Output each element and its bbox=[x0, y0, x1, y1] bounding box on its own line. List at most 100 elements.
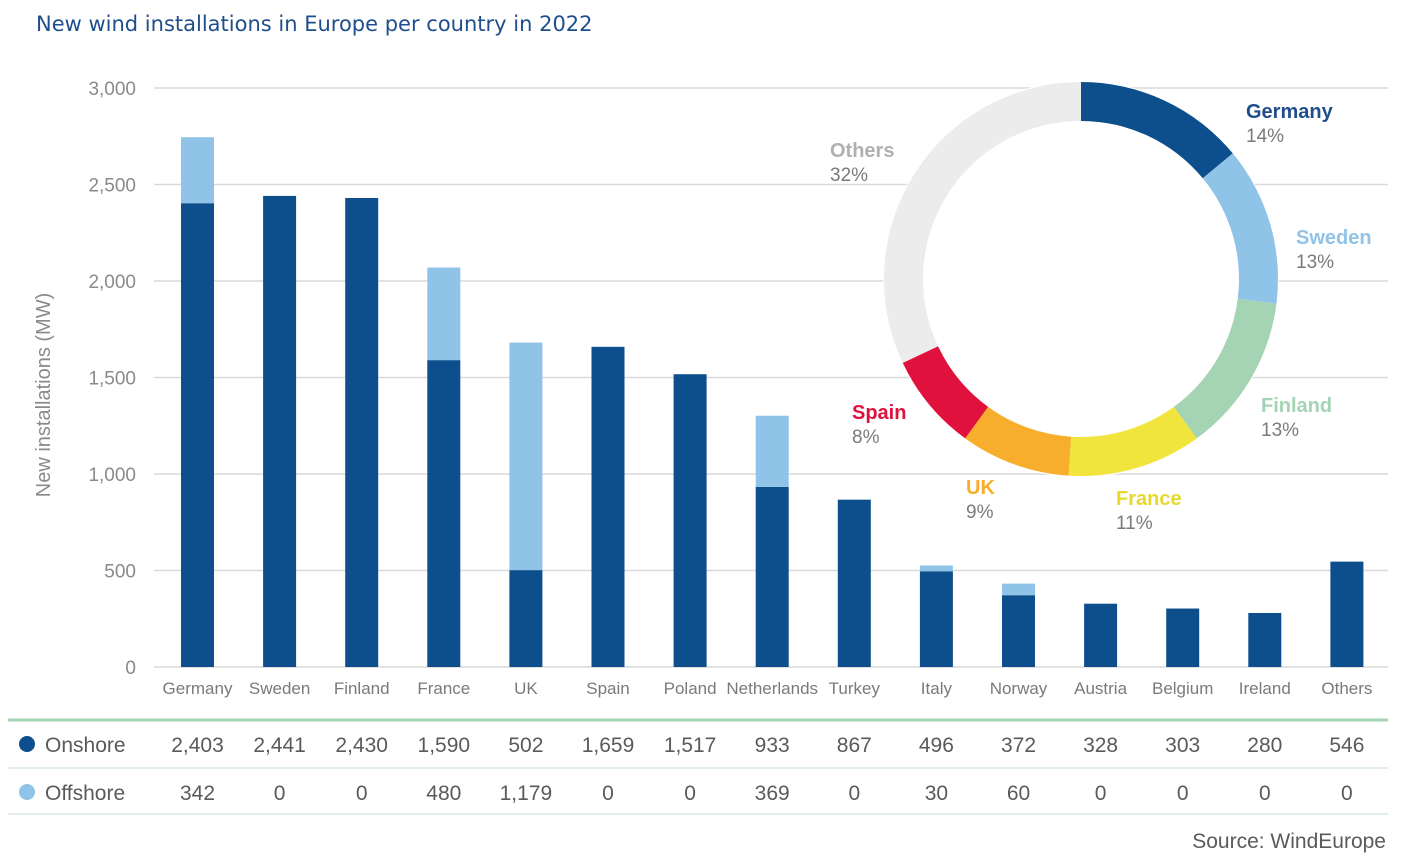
donut-slice-germany bbox=[1081, 81, 1233, 179]
bar-onshore-turkey bbox=[837, 499, 871, 667]
donut-pct-others: 32% bbox=[830, 165, 868, 186]
bar-offshore-norway bbox=[1002, 583, 1035, 596]
donut-label-finland: Finland bbox=[1261, 395, 1332, 417]
donut-pct-sweden: 13% bbox=[1296, 252, 1334, 273]
donut-label-sweden: Sweden bbox=[1296, 227, 1372, 249]
donut-label-others: Others bbox=[830, 140, 894, 162]
table-cell: 0 bbox=[848, 782, 860, 805]
bar-onshore-france bbox=[427, 360, 461, 667]
donut-pct-germany: 14% bbox=[1246, 126, 1284, 147]
bar-offshore-france bbox=[427, 267, 461, 361]
table-cell: 0 bbox=[684, 782, 696, 805]
donut-slice-others bbox=[883, 82, 1081, 363]
table-cell: 1,179 bbox=[500, 782, 553, 805]
x-tick-label: Belgium bbox=[1152, 679, 1213, 698]
source-note: Source: WindEurope bbox=[1192, 830, 1386, 853]
table-cell: 30 bbox=[925, 782, 948, 805]
donut-slice-uk bbox=[965, 406, 1072, 476]
donut-label-france: France bbox=[1116, 488, 1182, 510]
y-tick-label: 1,500 bbox=[88, 369, 136, 390]
table-cell: 303 bbox=[1165, 734, 1200, 757]
table-cell: 0 bbox=[602, 782, 614, 805]
table-cell: 280 bbox=[1247, 734, 1282, 757]
chart-title: New wind installations in Europe per cou… bbox=[36, 12, 593, 36]
y-tick-label: 500 bbox=[104, 562, 136, 583]
x-tick-label: Ireland bbox=[1239, 679, 1291, 698]
table-cell: 2,430 bbox=[335, 734, 388, 757]
table-cell: 867 bbox=[837, 734, 872, 757]
y-tick-label: 2,500 bbox=[88, 176, 136, 197]
donut-slice-finland bbox=[1173, 298, 1277, 439]
y-tick-label: 2,000 bbox=[88, 272, 136, 293]
bar-onshore-netherlands bbox=[755, 486, 789, 667]
table-cell: 546 bbox=[1329, 734, 1364, 757]
bar-offshore-germany bbox=[181, 137, 214, 204]
table-cell: 60 bbox=[1007, 782, 1030, 805]
x-tick-label: Germany bbox=[163, 679, 233, 698]
y-tick-label: 3,000 bbox=[88, 79, 136, 100]
x-tick-label: Poland bbox=[664, 679, 717, 698]
y-axis-label: New installations (MW) bbox=[33, 293, 55, 497]
table-cell: 0 bbox=[1259, 782, 1271, 805]
donut-pct-france: 11% bbox=[1116, 513, 1153, 534]
bar-offshore-uk bbox=[509, 342, 543, 571]
y-tick-label: 1,000 bbox=[88, 465, 136, 486]
donut-pct-finland: 13% bbox=[1261, 420, 1299, 441]
table-cell: 0 bbox=[356, 782, 368, 805]
legend-label-offshore: Offshore bbox=[45, 782, 125, 805]
x-tick-label: Austria bbox=[1074, 679, 1127, 698]
donut-backdrop bbox=[883, 81, 1279, 477]
table-cell: 933 bbox=[755, 734, 790, 757]
bar-onshore-ireland bbox=[1248, 612, 1282, 667]
donut-slice-france bbox=[1068, 406, 1197, 477]
bar-onshore-sweden bbox=[263, 195, 297, 667]
x-tick-label: Turkey bbox=[829, 679, 881, 698]
bar-onshore-finland bbox=[345, 198, 379, 667]
table-cell: 0 bbox=[1177, 782, 1189, 805]
table-cell: 1,659 bbox=[582, 734, 635, 757]
bar-onshore-spain bbox=[591, 346, 625, 667]
x-tick-label: Sweden bbox=[249, 679, 310, 698]
x-tick-label: Finland bbox=[334, 679, 390, 698]
table-cell: 0 bbox=[1095, 782, 1107, 805]
donut-label-spain: Spain bbox=[852, 402, 906, 424]
donut-slice-sweden bbox=[1202, 153, 1279, 304]
x-tick-label: Norway bbox=[990, 679, 1048, 698]
bar-onshore-belgium bbox=[1166, 608, 1200, 667]
table-cell: 2,441 bbox=[253, 734, 306, 757]
donut-label-germany: Germany bbox=[1246, 101, 1334, 123]
legend-label-onshore: Onshore bbox=[45, 734, 126, 757]
x-tick-label: Others bbox=[1321, 679, 1372, 698]
table-cell: 369 bbox=[755, 782, 790, 805]
bar-onshore-others bbox=[1330, 561, 1364, 667]
table-cell: 496 bbox=[919, 734, 954, 757]
legend-marker-offshore bbox=[19, 784, 35, 800]
table-cell: 342 bbox=[180, 782, 215, 805]
legend-marker-onshore bbox=[19, 736, 35, 752]
donut-pct-uk: 9% bbox=[966, 502, 994, 523]
bar-onshore-norway bbox=[1002, 595, 1035, 667]
donut-slice-spain bbox=[902, 346, 989, 439]
bar-offshore-italy bbox=[919, 565, 953, 572]
donut-label-uk: UK bbox=[966, 477, 995, 499]
table-cell: 1,590 bbox=[418, 734, 471, 757]
table-cell: 2,403 bbox=[171, 734, 224, 757]
x-tick-label: Italy bbox=[921, 679, 953, 698]
table-cell: 502 bbox=[508, 734, 543, 757]
table-cell: 328 bbox=[1083, 734, 1118, 757]
bar-onshore-italy bbox=[919, 571, 953, 667]
donut-pct-spain: 8% bbox=[852, 427, 880, 448]
bar-onshore-poland bbox=[673, 374, 707, 667]
x-tick-label: France bbox=[417, 679, 470, 698]
x-tick-label: UK bbox=[514, 679, 538, 698]
table-cell: 480 bbox=[426, 782, 461, 805]
x-tick-label: Netherlands bbox=[726, 679, 818, 698]
bar-onshore-austria bbox=[1084, 603, 1118, 667]
x-tick-label: Spain bbox=[586, 679, 629, 698]
table-cell: 372 bbox=[1001, 734, 1036, 757]
table-cell: 1,517 bbox=[664, 734, 717, 757]
bar-onshore-germany bbox=[181, 203, 214, 667]
bar-onshore-uk bbox=[509, 570, 543, 667]
y-tick-label: 0 bbox=[125, 658, 136, 679]
